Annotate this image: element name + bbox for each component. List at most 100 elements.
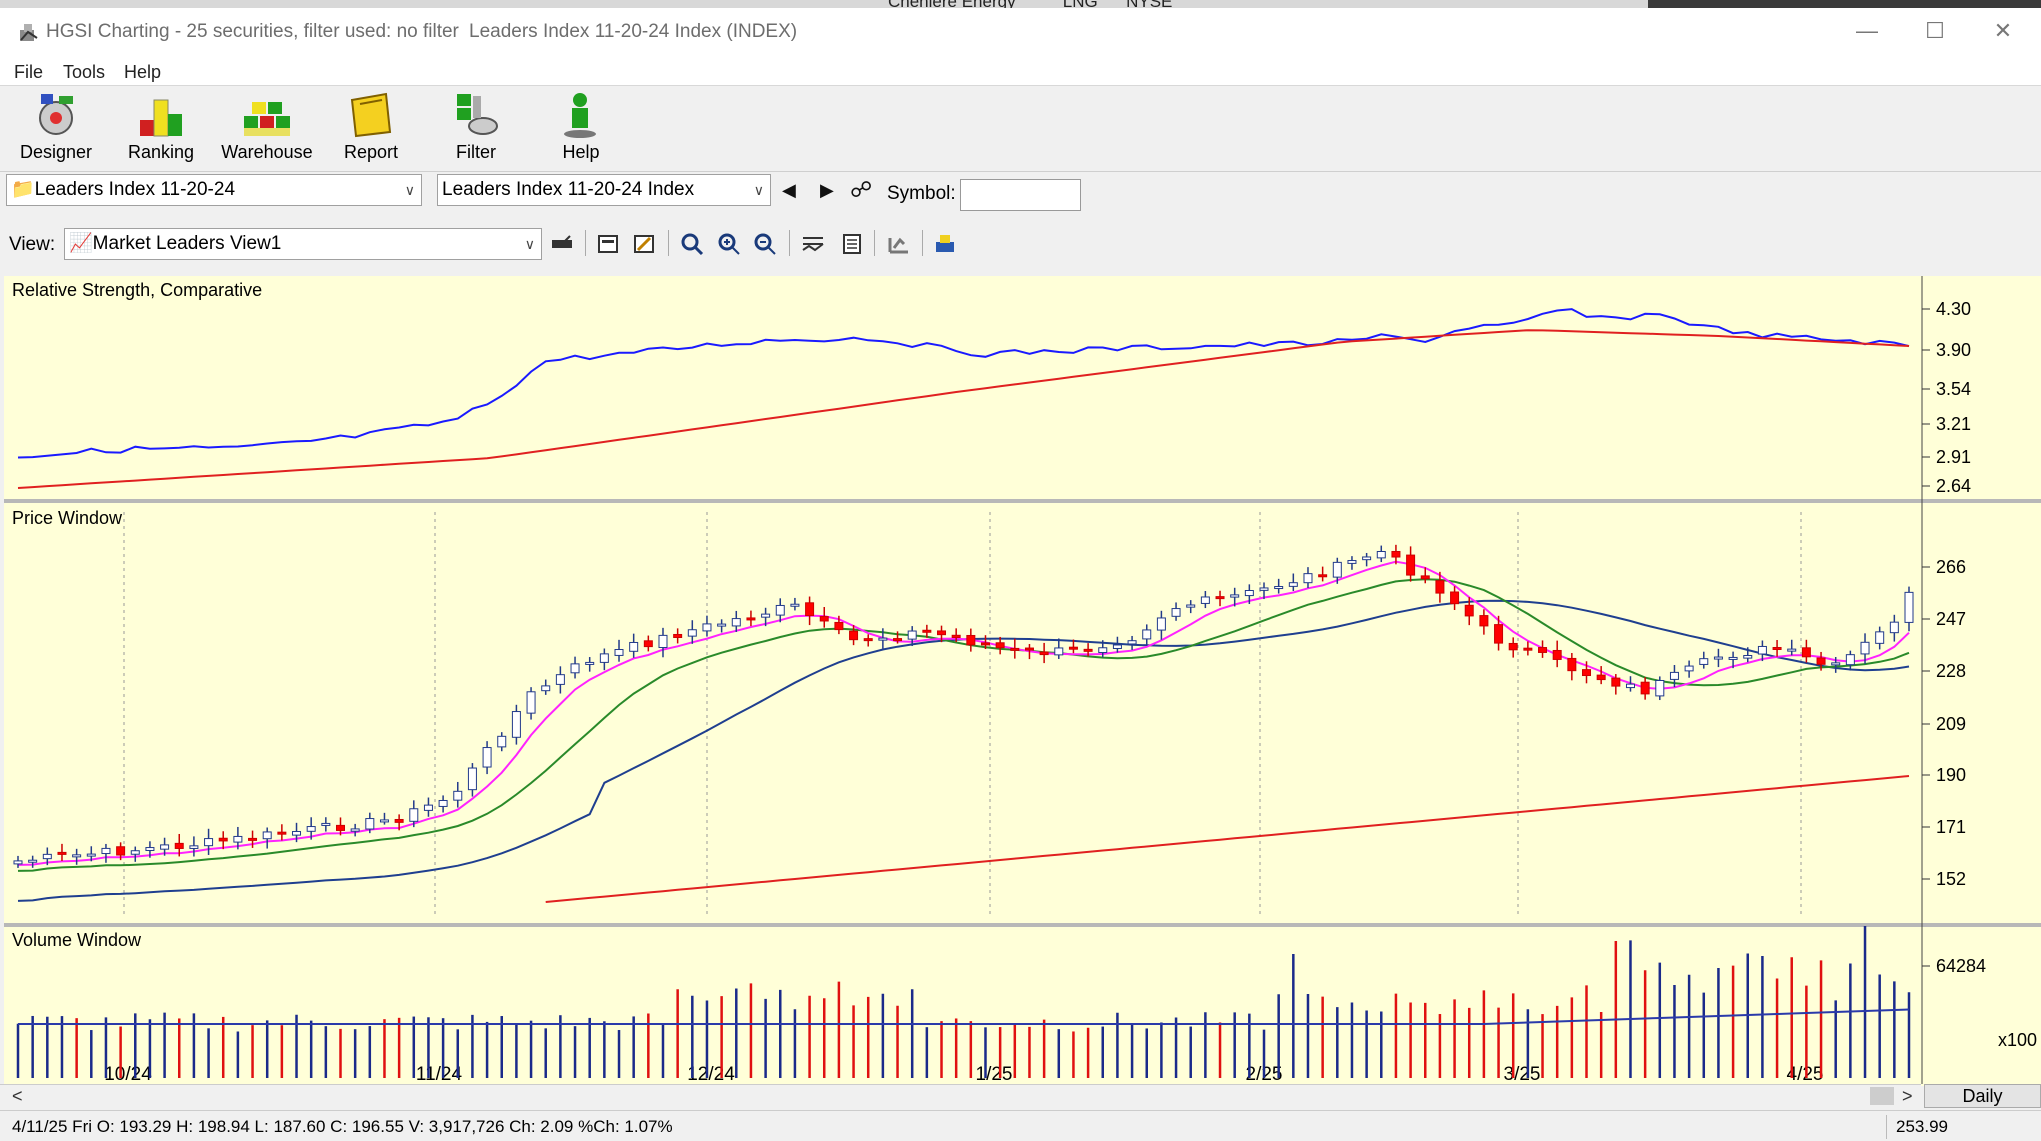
view-bar: View: 📈Market Leaders View1 ∨ [0, 222, 2041, 266]
title-bar: HGSI Charting - 25 securities, filter us… [0, 8, 2041, 58]
price-pane-title: Price Window [12, 508, 123, 528]
help-button[interactable]: Help [533, 90, 629, 170]
bar-info-status: 4/11/25 Fri O: 193.29 H: 198.94 L: 187.6… [12, 1117, 673, 1136]
report-button[interactable]: Report [323, 90, 419, 170]
filter-button[interactable]: Filter [428, 90, 524, 170]
view-selector-value: Market Leaders View1 [92, 233, 282, 254]
previous-security-button[interactable]: ◀ [782, 180, 796, 200]
zoom-icon[interactable] [680, 232, 704, 256]
price-y-tick-label: 152 [1936, 869, 1966, 889]
candle-body [937, 630, 947, 636]
scroll-right-arrow-icon[interactable]: > [1902, 1086, 1913, 1106]
ranking-button[interactable]: Ranking [113, 90, 209, 170]
rs-comparative-line [17, 308, 1910, 459]
candle-body [1376, 550, 1386, 559]
candle-body [1523, 647, 1533, 651]
volume-unit-label: x100 [1998, 1030, 2037, 1050]
list-selector[interactable]: 📁Leaders Index 11-20-24 ∨ [6, 174, 422, 206]
find-binoculars-icon[interactable]: ☍ [850, 177, 873, 202]
volume-average-line [18, 1008, 1910, 1025]
candle-body [1552, 649, 1562, 660]
data-table-icon[interactable] [840, 232, 864, 256]
candle-body [1435, 580, 1445, 594]
chart-settings-icon[interactable] [596, 232, 620, 256]
toolbar-separator [874, 230, 875, 256]
candle-body [350, 828, 360, 832]
warehouse-button[interactable]: Warehouse [219, 90, 315, 170]
candle-body [365, 818, 375, 830]
menu-tools[interactable]: Tools [63, 62, 106, 82]
chart-type-icon[interactable] [886, 232, 910, 256]
period-daily-button[interactable]: Daily [1924, 1084, 2041, 1108]
candle-body [834, 621, 844, 631]
close-button[interactable]: ✕ [1974, 14, 2032, 48]
price-y-tick-label: 266 [1936, 557, 1966, 577]
zoom-in-icon[interactable] [717, 232, 741, 256]
scroll-thumb[interactable] [1870, 1087, 1894, 1105]
horizontal-scrollbar[interactable]: < > [0, 1084, 1921, 1106]
candle-body [1054, 647, 1064, 656]
candle-body [1801, 647, 1811, 658]
security-selector[interactable]: Leaders Index 11-20-24 Index ∨ [437, 174, 771, 206]
candle-body [922, 629, 932, 633]
view-selector[interactable]: 📈Market Leaders View1 ∨ [64, 228, 542, 260]
candle-body [1347, 560, 1357, 564]
candle-body [116, 846, 126, 856]
window-title: HGSI Charting - 25 securities, filter us… [46, 21, 459, 42]
candle-body [1112, 644, 1122, 649]
next-security-button[interactable]: ▶ [820, 180, 834, 200]
designer-button[interactable]: Designer [8, 90, 104, 170]
chart-area[interactable]: 10/24 11/24 12/24 1/25 2/25 3/25 4/25 4.30 3.90 3… [4, 276, 2041, 1086]
candle-body [1684, 665, 1694, 672]
candle-body [526, 691, 536, 714]
candle-body [1362, 556, 1372, 561]
candle-body [1068, 646, 1078, 650]
candle-body [1200, 596, 1210, 604]
candle-body [1538, 647, 1548, 653]
menu-help[interactable]: Help [124, 62, 162, 82]
candle-body [966, 634, 976, 646]
print-export-icon[interactable] [933, 232, 957, 256]
toolbar-separator [668, 230, 669, 256]
candle-body [1508, 642, 1518, 651]
warehouse-icon [244, 102, 290, 136]
menu-file[interactable]: File [14, 62, 44, 82]
toolbar-separator [585, 230, 586, 256]
view-edit-icon[interactable] [550, 232, 574, 256]
candle-body [1464, 604, 1474, 617]
candle-body [1904, 591, 1914, 623]
candle-body [321, 822, 331, 826]
candle-body [658, 634, 668, 648]
maximize-button[interactable]: ☐ [1906, 14, 1964, 48]
chevron-down-icon: ∨ [404, 182, 415, 198]
help-label: Help [562, 142, 600, 162]
candle-body [1156, 617, 1166, 631]
candle-body [189, 845, 199, 849]
maximize-icon: ☐ [1925, 18, 1945, 43]
candle-body [1142, 629, 1152, 640]
security-selector-value: Leaders Index 11-20-24 Index [442, 179, 695, 200]
minimize-button[interactable]: — [1838, 14, 1896, 48]
candle-body [13, 860, 23, 865]
candle-body [28, 859, 38, 863]
zoom-out-icon[interactable] [753, 232, 777, 256]
ma-21-line [17, 578, 1910, 872]
scroll-left-arrow-icon[interactable]: < [12, 1086, 23, 1106]
candle-body [1288, 582, 1298, 587]
candle-body [819, 616, 829, 622]
minimize-icon: — [1856, 18, 1878, 43]
chart-edit-icon[interactable] [632, 232, 656, 256]
candle-body [541, 685, 551, 692]
indicators-icon[interactable] [801, 232, 825, 256]
candle-body [1259, 587, 1269, 591]
candle-body [379, 819, 389, 823]
price-y-tick-label: 247 [1936, 609, 1966, 629]
candle-body [893, 638, 903, 642]
candle-body [805, 602, 815, 617]
rs-average-line [17, 329, 1910, 489]
menu-bar: File Tools Help [0, 58, 2041, 86]
candle-body [1669, 671, 1679, 680]
candle-body [1787, 648, 1797, 652]
background-window-strip [0, 0, 2041, 8]
symbol-input[interactable] [960, 179, 1081, 211]
